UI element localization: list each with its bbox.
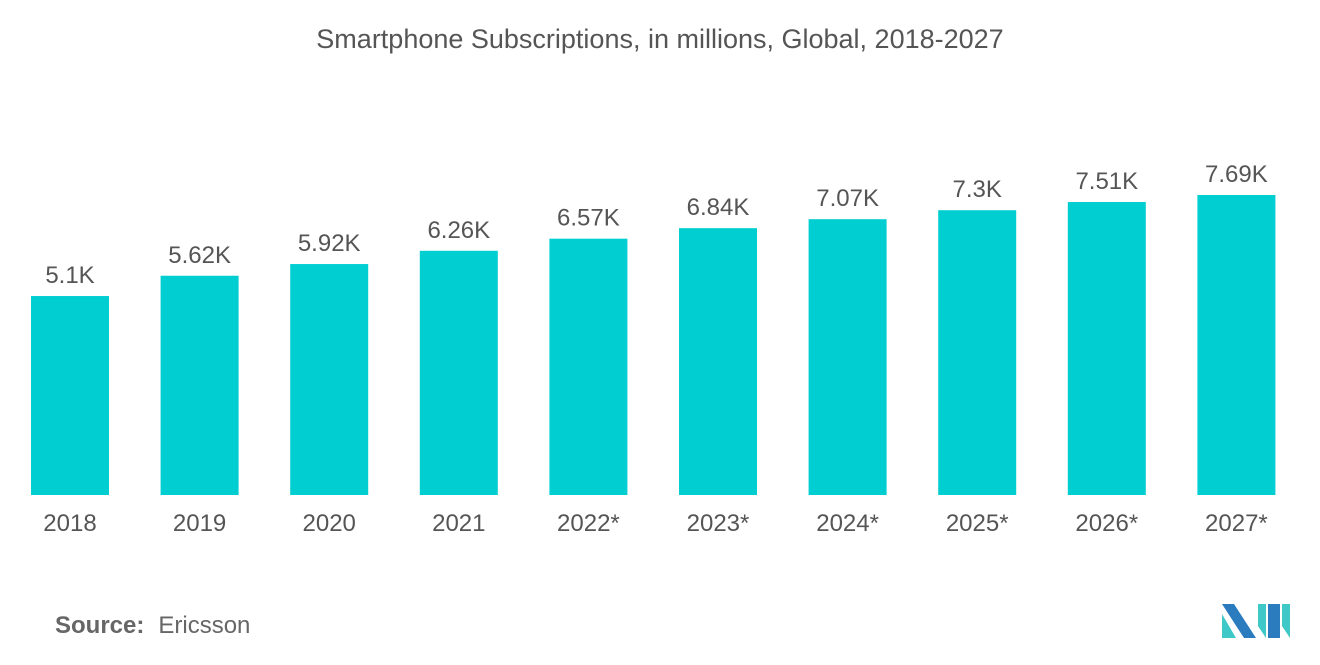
data-label: 6.57K [557, 205, 620, 232]
bar-2018 [31, 296, 109, 495]
data-label: 7.51K [1075, 168, 1138, 195]
bar-2026* [1067, 202, 1146, 496]
x-tick-label: 2027* [1205, 510, 1268, 537]
data-label: 6.26K [427, 217, 490, 244]
x-tick-label: 2020 [303, 510, 356, 537]
x-tick-label: 2023* [687, 510, 750, 537]
bar-2025* [938, 210, 1017, 495]
data-label: 5.92K [298, 230, 361, 257]
x-tick-label: 2021 [432, 510, 485, 537]
x-tick-label: 2018 [43, 510, 96, 537]
source-value: Ericsson [158, 612, 251, 639]
bar-2022* [549, 238, 628, 495]
bar-chart: 5.1K 2018 5.62K 2019 5.92K 2020 6.26K 2021 6.57K… [31, 161, 1276, 537]
data-label: 5.62K [168, 242, 231, 269]
x-tick-label: 2026* [1075, 510, 1138, 537]
x-tick-label: 2024* [816, 510, 879, 537]
data-label: 5.1K [45, 262, 94, 289]
x-tick-label: 2019 [173, 510, 226, 537]
bar-2020 [290, 264, 369, 495]
x-tick-label: 2022* [557, 510, 620, 537]
data-label: 7.07K [816, 185, 879, 212]
data-label: 7.69K [1205, 161, 1268, 188]
bar-2027* [1197, 195, 1276, 495]
chart-title: Smartphone Subscriptions, in millions, G… [316, 24, 1004, 54]
source-note: Source: Ericsson [55, 612, 250, 640]
data-label: 7.3K [953, 176, 1002, 203]
x-tick-label: 2025* [946, 510, 1009, 537]
source-label: Source: [55, 612, 145, 639]
data-label: 6.84K [687, 194, 750, 221]
bar-2021 [419, 250, 498, 495]
bar-2024* [808, 219, 887, 495]
brand-logo [1222, 604, 1290, 638]
bar-2023* [679, 228, 757, 495]
bar-2019 [160, 275, 239, 495]
